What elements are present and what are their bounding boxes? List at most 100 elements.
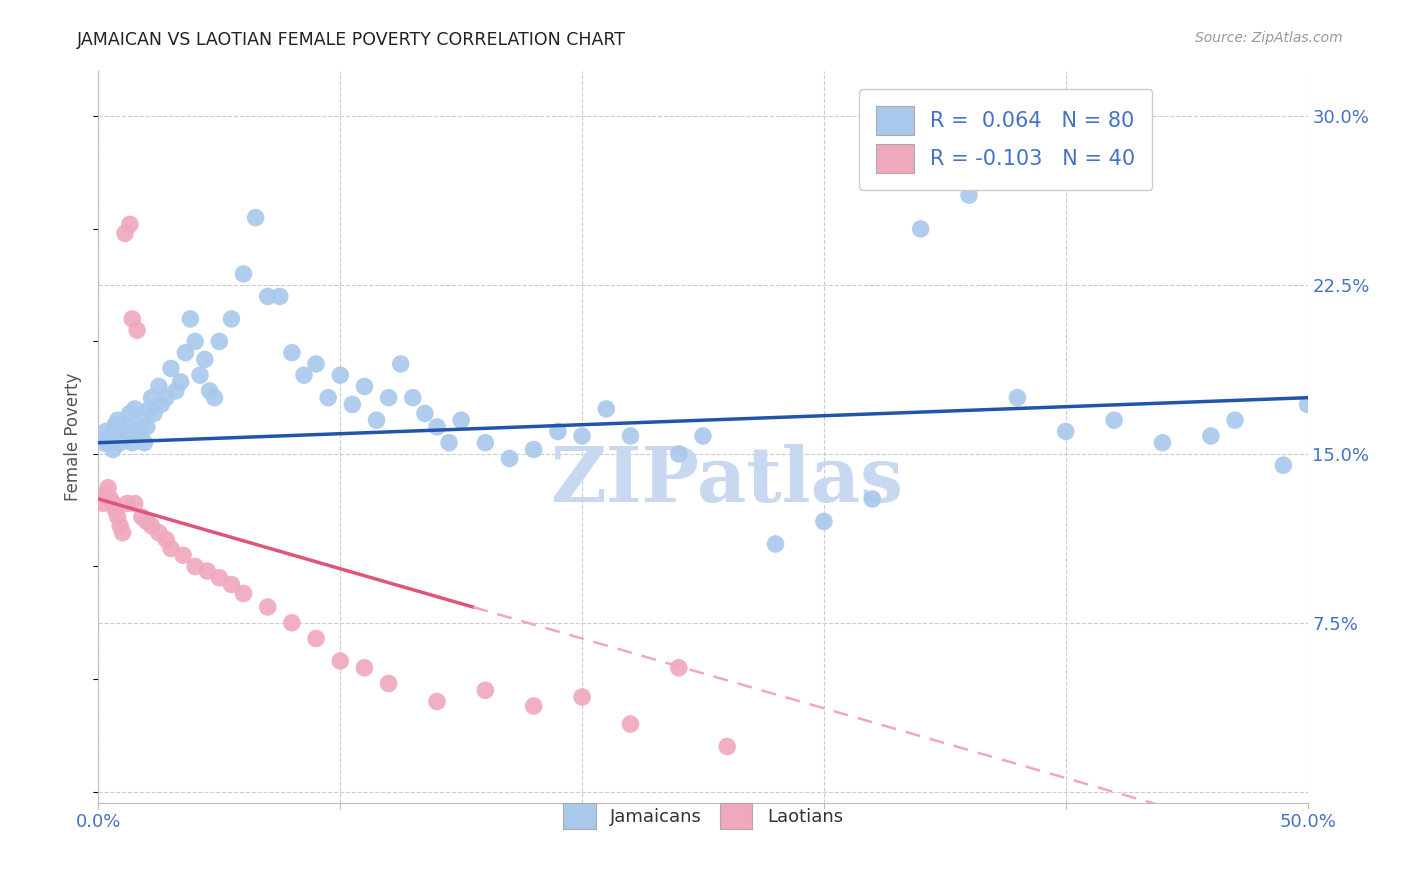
Point [765, 537, 787, 551]
Point [366, 413, 388, 427]
Point [121, 435, 143, 450]
Point [329, 654, 352, 668]
Point [104, 417, 127, 432]
Point [305, 357, 328, 371]
Point [342, 397, 364, 411]
Point [619, 717, 641, 731]
Point [179, 312, 201, 326]
Point [100, 491, 122, 506]
Point [619, 429, 641, 443]
Point [523, 699, 546, 714]
Point [413, 407, 436, 421]
Point [101, 442, 124, 457]
Point [124, 496, 146, 510]
Point [91, 435, 114, 450]
Point [204, 391, 226, 405]
Point [437, 435, 460, 450]
Point [94, 487, 117, 501]
Point [474, 435, 496, 450]
Point [316, 391, 339, 405]
Point [498, 451, 520, 466]
Point [100, 429, 122, 443]
Point [1223, 413, 1246, 427]
Point [148, 525, 170, 540]
Point [134, 435, 156, 450]
Point [108, 519, 131, 533]
Point [160, 361, 183, 376]
Point [114, 429, 136, 443]
Point [1007, 391, 1029, 405]
Point [547, 425, 569, 439]
Point [256, 599, 278, 614]
Point [128, 429, 150, 443]
Point [1054, 425, 1077, 439]
Point [208, 571, 231, 585]
Point [131, 510, 153, 524]
Point [595, 401, 617, 416]
Point [141, 391, 163, 405]
Point [135, 515, 157, 529]
Point [124, 401, 146, 416]
Point [256, 289, 278, 303]
Point [198, 384, 221, 398]
Point [118, 407, 141, 421]
Point [402, 391, 425, 405]
Point [160, 541, 183, 556]
Point [155, 533, 177, 547]
Point [377, 676, 399, 690]
Point [377, 391, 399, 405]
Point [692, 429, 714, 443]
Point [169, 375, 191, 389]
Point [910, 222, 932, 236]
Point [450, 413, 472, 427]
Point [138, 401, 160, 416]
Point [281, 615, 304, 630]
Point [174, 345, 197, 359]
Point [184, 559, 207, 574]
Point [121, 312, 143, 326]
Point [232, 586, 254, 600]
Point [860, 491, 883, 506]
Point [127, 323, 149, 337]
Text: JAMAICAN VS LAOTIAN FEMALE POVERTY CORRELATION CHART: JAMAICAN VS LAOTIAN FEMALE POVERTY CORRE… [77, 31, 626, 49]
Point [195, 564, 218, 578]
Point [101, 496, 124, 510]
Point [165, 384, 187, 398]
Point [143, 407, 166, 421]
Point [97, 481, 120, 495]
Point [94, 425, 117, 439]
Point [172, 548, 194, 562]
Point [571, 690, 593, 704]
Point [1152, 435, 1174, 450]
Point [155, 391, 177, 405]
Point [281, 345, 304, 359]
Point [208, 334, 231, 349]
Point [114, 227, 136, 241]
Point [353, 661, 375, 675]
Point [118, 218, 141, 232]
Point [127, 425, 149, 439]
Point [1102, 413, 1125, 427]
Point [194, 352, 217, 367]
Point [148, 379, 170, 393]
Point [91, 496, 114, 510]
Point [150, 397, 173, 411]
Point [353, 379, 375, 393]
Legend: Jamaicans, Laotians: Jamaicans, Laotians [554, 794, 852, 838]
Point [957, 188, 980, 202]
Point [131, 413, 153, 427]
Point [184, 334, 207, 349]
Point [668, 661, 690, 675]
Point [329, 368, 352, 383]
Point [107, 413, 129, 427]
Point [1309, 442, 1331, 457]
Point [1199, 429, 1222, 443]
Point [188, 368, 211, 383]
Point [107, 510, 129, 524]
Y-axis label: Female Poverty: Female Poverty [65, 373, 83, 501]
Point [1296, 397, 1319, 411]
Point [1272, 458, 1295, 473]
Point [221, 577, 243, 591]
Point [523, 442, 546, 457]
Point [245, 211, 267, 225]
